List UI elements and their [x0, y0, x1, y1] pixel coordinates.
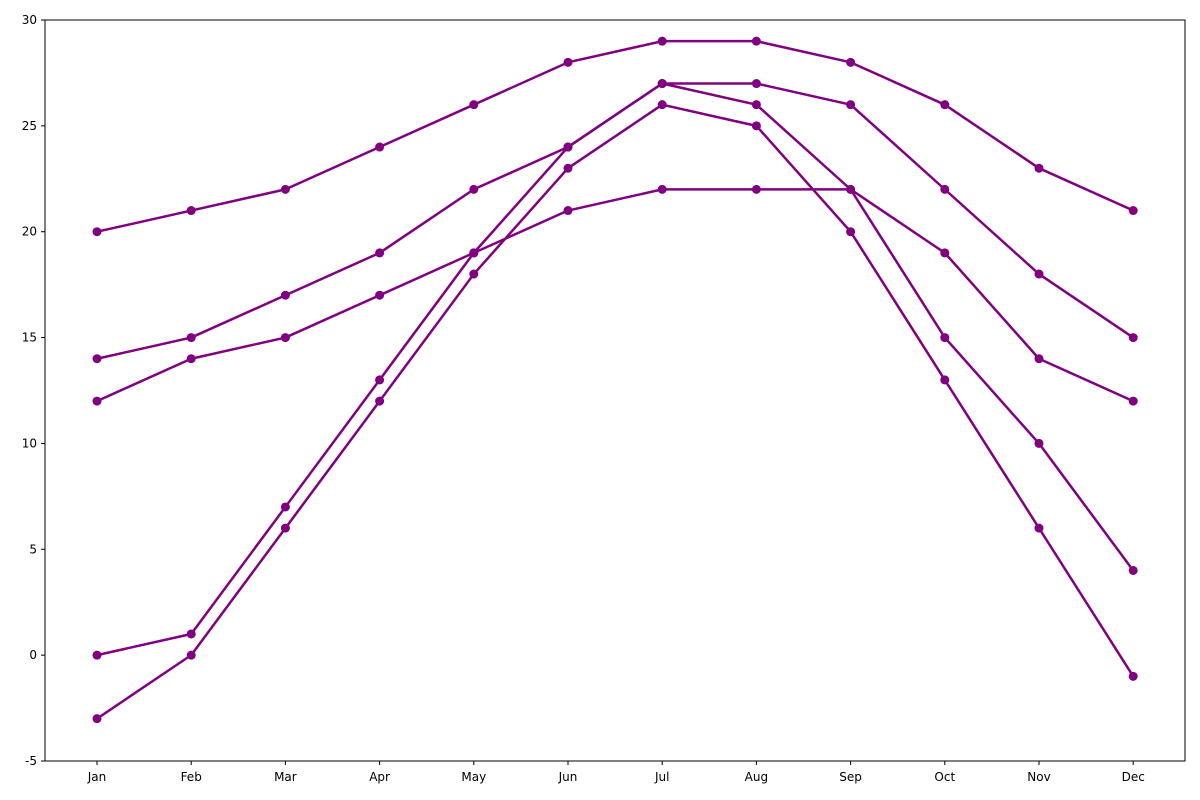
- data-point: [1128, 396, 1138, 406]
- x-tick-label: Mar: [274, 770, 297, 784]
- y-tick-label: 15: [22, 331, 37, 345]
- series-line: [96, 188, 1134, 403]
- x-tick-label: Apr: [369, 770, 390, 784]
- plot-frame: [44, 19, 1186, 762]
- data-point: [186, 333, 196, 343]
- data-point: [375, 142, 385, 152]
- x-tick-label: Jun: [558, 770, 578, 784]
- series-line: [96, 39, 1134, 233]
- data-point: [469, 248, 479, 258]
- data-point: [1128, 206, 1138, 216]
- data-point: [846, 184, 856, 194]
- series-4: [92, 79, 1138, 660]
- data-point: [1034, 438, 1044, 448]
- x-tick-label: Sep: [839, 770, 862, 784]
- series-2: [92, 79, 1138, 364]
- data-point: [940, 248, 950, 258]
- data-point: [657, 36, 667, 46]
- data-point: [657, 79, 667, 89]
- data-point: [280, 290, 290, 300]
- data-point: [375, 248, 385, 258]
- data-point: [280, 184, 290, 194]
- data-point: [846, 227, 856, 237]
- data-point: [280, 523, 290, 533]
- data-point: [469, 269, 479, 279]
- x-tick-label: Jan: [87, 770, 107, 784]
- data-point: [1128, 333, 1138, 343]
- data-point: [92, 650, 102, 660]
- data-point: [751, 121, 761, 131]
- data-point: [280, 333, 290, 343]
- data-point: [846, 57, 856, 67]
- data-point: [469, 184, 479, 194]
- data-point: [1128, 671, 1138, 681]
- series-3: [92, 184, 1138, 406]
- series-line: [96, 82, 1134, 360]
- data-point: [469, 100, 479, 110]
- x-tick-label: Jul: [654, 770, 669, 784]
- y-tick-label: 20: [22, 225, 37, 239]
- series-group: [92, 36, 1138, 724]
- series-1: [92, 36, 1138, 237]
- data-point: [92, 714, 102, 724]
- data-point: [1034, 354, 1044, 364]
- x-tick-label: Feb: [181, 770, 202, 784]
- y-tick-label: 25: [22, 119, 37, 133]
- data-point: [1034, 163, 1044, 173]
- y-tick-label: -5: [25, 754, 37, 768]
- data-point: [751, 184, 761, 194]
- data-point: [657, 100, 667, 110]
- x-tick-label: Aug: [745, 770, 768, 784]
- data-point: [1034, 269, 1044, 279]
- data-point: [92, 227, 102, 237]
- x-tick-label: Oct: [934, 770, 955, 784]
- data-point: [280, 502, 290, 512]
- y-tick-label: 30: [22, 13, 37, 27]
- data-point: [375, 290, 385, 300]
- data-point: [92, 354, 102, 364]
- data-point: [1128, 565, 1138, 575]
- y-tick-label: 10: [22, 436, 37, 450]
- data-point: [375, 375, 385, 385]
- x-tick-label: Dec: [1122, 770, 1145, 784]
- data-point: [846, 100, 856, 110]
- data-point: [563, 206, 573, 216]
- series-line: [96, 82, 1135, 657]
- data-point: [940, 100, 950, 110]
- data-point: [563, 163, 573, 173]
- data-point: [563, 57, 573, 67]
- data-point: [186, 629, 196, 639]
- axes: Jan Feb Mar Apr May Jun Jul Aug Sep Oct Nov Dec -5 0 5…: [22, 13, 1186, 784]
- data-point: [92, 396, 102, 406]
- data-point: [940, 375, 950, 385]
- series-line: [96, 103, 1135, 720]
- y-tick-label: 0: [29, 648, 37, 662]
- data-point: [186, 206, 196, 216]
- data-point: [751, 36, 761, 46]
- series-5: [92, 100, 1138, 724]
- data-point: [657, 184, 667, 194]
- data-point: [563, 142, 573, 152]
- data-point: [186, 650, 196, 660]
- x-tick-label: May: [461, 770, 486, 784]
- y-tick-label: 5: [29, 542, 37, 556]
- data-point: [1034, 523, 1044, 533]
- x-tick-label: Nov: [1027, 770, 1050, 784]
- data-point: [375, 396, 385, 406]
- data-point: [186, 354, 196, 364]
- data-point: [751, 100, 761, 110]
- data-point: [940, 333, 950, 343]
- data-point: [940, 184, 950, 194]
- data-point: [751, 79, 761, 89]
